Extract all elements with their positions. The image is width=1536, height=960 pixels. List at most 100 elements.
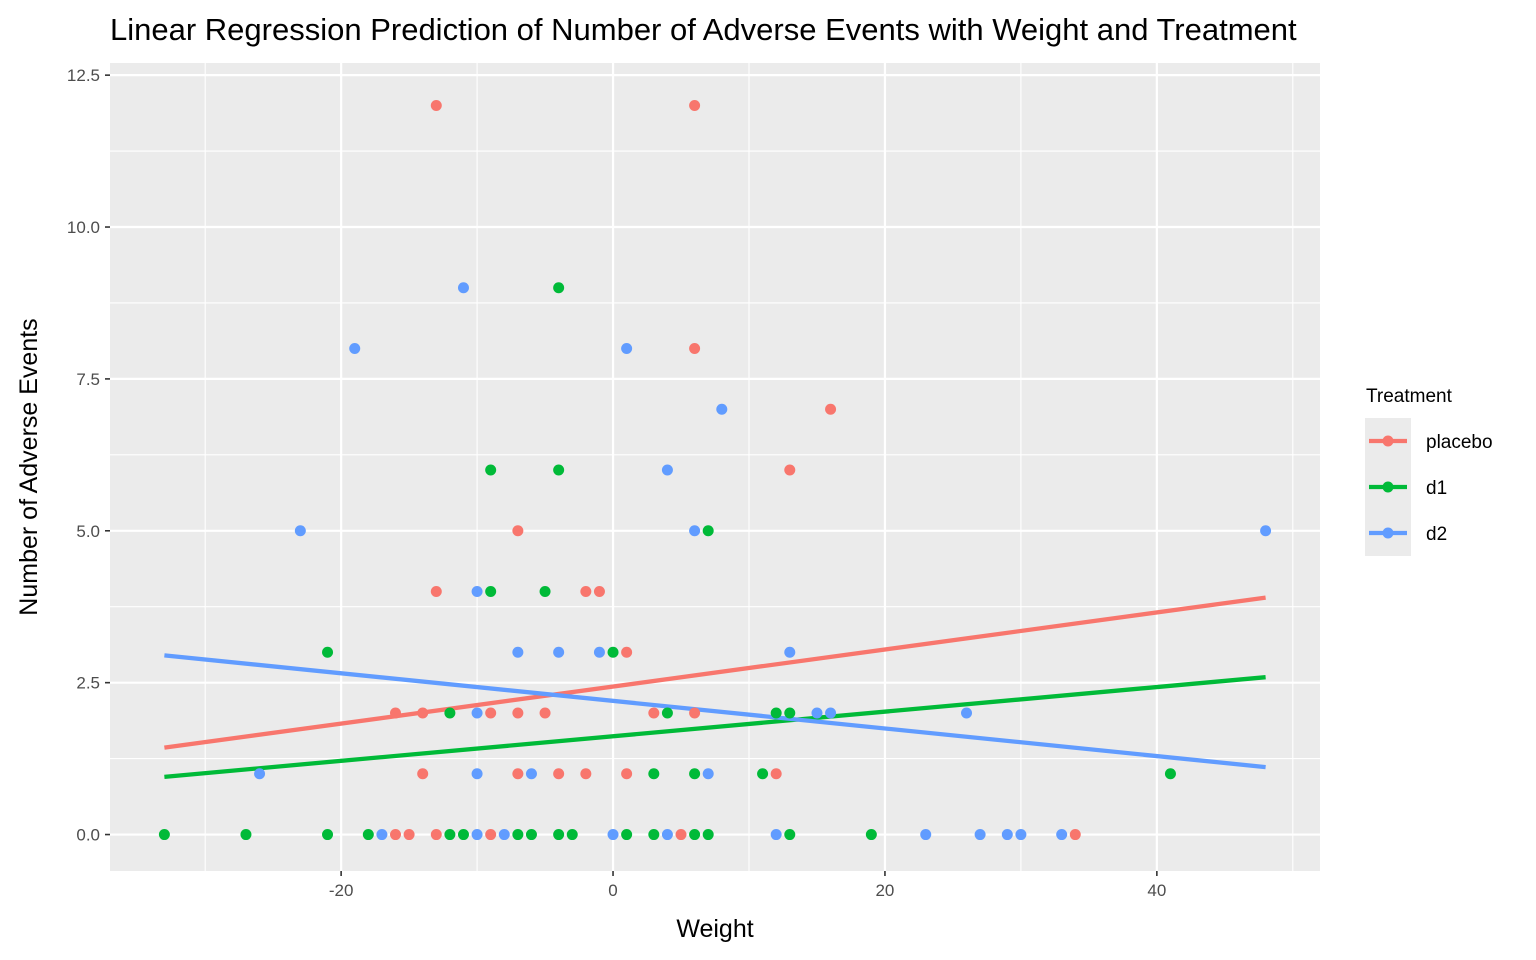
point-placebo <box>580 768 592 780</box>
point-d2 <box>1015 829 1027 841</box>
point-placebo <box>390 829 402 841</box>
point-placebo <box>390 707 402 719</box>
point-d2 <box>471 768 483 780</box>
x-tick-label: 20 <box>875 881 894 900</box>
point-d1 <box>158 829 170 841</box>
point-d1 <box>553 464 565 476</box>
point-d2 <box>593 646 605 658</box>
point-d2 <box>498 829 510 841</box>
point-placebo <box>430 829 442 841</box>
point-placebo <box>539 707 551 719</box>
regression-lines <box>164 595 1266 779</box>
x-tick-label: 0 <box>608 881 617 900</box>
point-d2 <box>661 829 673 841</box>
point-d2 <box>716 403 728 415</box>
point-placebo <box>689 100 701 112</box>
point-placebo <box>485 707 497 719</box>
point-placebo <box>403 829 415 841</box>
point-d1 <box>689 768 701 780</box>
point-d1 <box>553 829 565 841</box>
point-d1 <box>525 829 537 841</box>
point-d2 <box>553 646 565 658</box>
point-d2 <box>1260 525 1272 537</box>
point-placebo <box>580 586 592 598</box>
legend-point-d1 <box>1382 481 1394 493</box>
point-d2 <box>525 768 537 780</box>
fit-line-d2 <box>164 653 1266 770</box>
point-placebo <box>770 768 782 780</box>
point-d2 <box>471 707 483 719</box>
point-placebo <box>689 343 701 355</box>
legend-label-d2: d2 <box>1426 524 1447 545</box>
point-d1 <box>661 707 673 719</box>
point-d1 <box>1164 768 1176 780</box>
x-axis: -20 0 20 40 <box>329 871 1166 900</box>
point-placebo <box>621 646 633 658</box>
point-placebo <box>512 525 524 537</box>
point-d1 <box>607 646 619 658</box>
chart-title: Linear Regression Prediction of Number o… <box>110 12 1297 47</box>
legend-title: Treatment <box>1366 386 1453 407</box>
plot-panel <box>110 63 1320 871</box>
point-d1 <box>865 829 877 841</box>
point-placebo <box>430 100 442 112</box>
point-d2 <box>770 829 782 841</box>
point-placebo <box>417 707 429 719</box>
point-d2 <box>457 282 469 294</box>
point-d2 <box>920 829 932 841</box>
point-d2 <box>811 707 823 719</box>
point-d1 <box>322 646 334 658</box>
point-placebo <box>485 829 497 841</box>
point-d2 <box>825 707 837 719</box>
point-d1 <box>322 829 334 841</box>
point-d1 <box>485 586 497 598</box>
point-d1 <box>362 829 374 841</box>
major-gridlines <box>110 63 1320 871</box>
point-d1 <box>648 829 660 841</box>
point-d1 <box>240 829 252 841</box>
point-placebo <box>1069 829 1081 841</box>
point-d2 <box>661 464 673 476</box>
point-d1 <box>702 525 714 537</box>
y-tick-label: 5.0 <box>76 522 100 541</box>
point-placebo <box>593 586 605 598</box>
point-placebo <box>784 464 796 476</box>
point-d2 <box>1056 829 1068 841</box>
legend-label-d1: d1 <box>1426 478 1447 499</box>
point-placebo <box>621 768 633 780</box>
point-d2 <box>254 768 266 780</box>
point-d1 <box>566 829 578 841</box>
point-d2 <box>294 525 306 537</box>
point-placebo <box>512 707 524 719</box>
point-placebo <box>825 403 837 415</box>
legend-point-placebo <box>1382 435 1394 447</box>
legend-point-d2 <box>1382 527 1394 539</box>
x-axis-title: Weight <box>676 915 753 943</box>
fit-line-d1 <box>164 675 1266 779</box>
point-d1 <box>457 829 469 841</box>
point-d2 <box>974 829 986 841</box>
point-d1 <box>757 768 769 780</box>
point-d2 <box>376 829 388 841</box>
point-d2 <box>471 586 483 598</box>
point-d2 <box>607 829 619 841</box>
y-tick-label: 10.0 <box>67 218 100 237</box>
point-d2 <box>961 707 973 719</box>
point-d1 <box>648 768 660 780</box>
point-d2 <box>702 768 714 780</box>
point-d1 <box>512 829 524 841</box>
fit-line-placebo <box>164 595 1266 750</box>
y-tick-label: 12.5 <box>67 66 100 85</box>
point-d1 <box>784 829 796 841</box>
point-d1 <box>689 829 701 841</box>
point-d1 <box>444 707 456 719</box>
point-placebo <box>553 768 565 780</box>
point-d1 <box>770 707 782 719</box>
point-d1 <box>553 282 565 294</box>
y-tick-label: 7.5 <box>76 370 100 389</box>
point-placebo <box>430 586 442 598</box>
point-placebo <box>689 707 701 719</box>
legend-label-placebo: placebo <box>1426 432 1493 453</box>
y-tick-label: 2.5 <box>76 674 100 693</box>
